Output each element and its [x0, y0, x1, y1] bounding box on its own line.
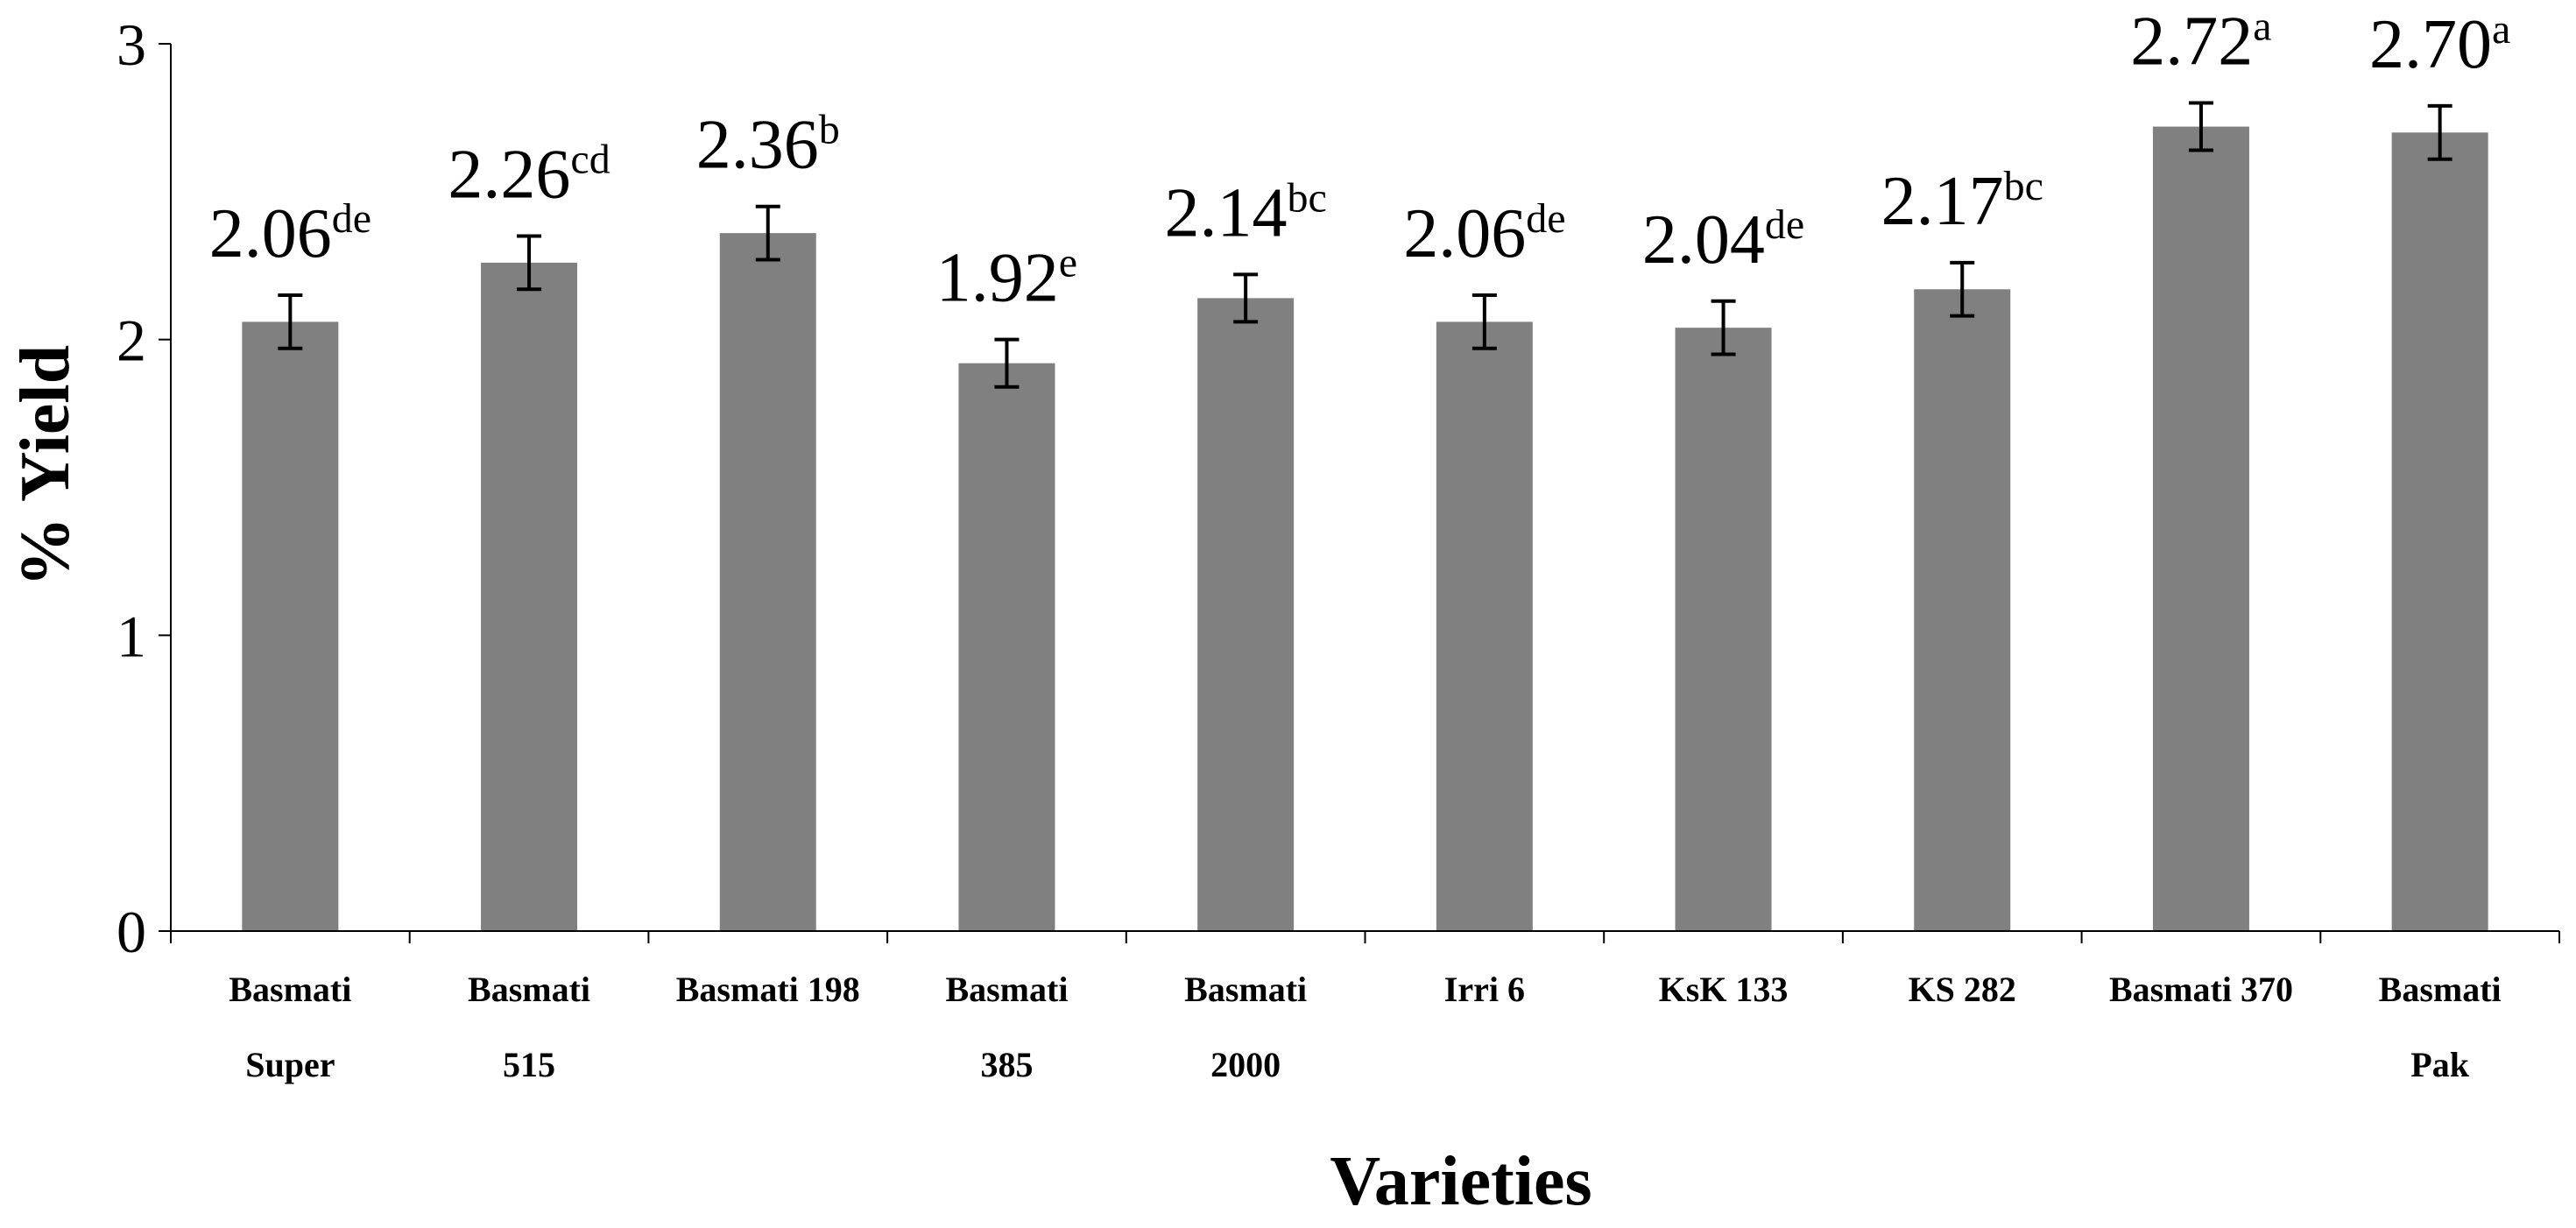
x-category-label: Basmati [229, 970, 351, 1009]
bar [1436, 321, 1533, 931]
y-tick-label: 0 [116, 899, 146, 965]
data-label-letters: a [2253, 4, 2271, 50]
x-category-label: Pak [2410, 1045, 2469, 1084]
data-label: 2.04de [1642, 201, 1804, 279]
x-category-label: Basmati [2379, 970, 2502, 1009]
bar [1914, 289, 2011, 932]
x-category-label: Basmati 198 [676, 970, 860, 1009]
data-label: 2.26cd [448, 136, 610, 213]
data-label-letters: bc [2004, 163, 2043, 209]
x-category-label: KsK 133 [1659, 970, 1789, 1009]
data-label-value: 1.92 [936, 240, 1059, 317]
data-label-value: 2.70 [2369, 6, 2492, 83]
data-label-letters: de [1765, 201, 1804, 248]
data-label: 2.14bc [1164, 174, 1326, 251]
data-label-value: 2.06 [1403, 195, 1526, 272]
data-label-value: 2.06 [209, 195, 332, 272]
x-category-label: 385 [980, 1045, 1033, 1084]
x-category-label: Basmati 370 [2109, 970, 2293, 1009]
data-label-letters: a [2492, 6, 2510, 53]
x-category-label: 515 [503, 1045, 555, 1084]
bar [719, 233, 816, 931]
data-label-value: 2.72 [2130, 4, 2253, 81]
data-label-value: 2.26 [448, 136, 570, 213]
x-category-label: Super [245, 1045, 335, 1084]
x-category-label: Irri 6 [1444, 970, 1525, 1009]
data-label-value: 2.36 [696, 107, 819, 184]
data-label-letters: de [332, 195, 371, 242]
data-label: 2.72a [2130, 4, 2271, 81]
y-tick-label: 1 [116, 603, 146, 669]
labels-layer: 01232.06deBasmatiSuper2.26cdBasmati5152.… [116, 4, 2510, 1084]
y-tick-label: 2 [116, 307, 146, 374]
error-bars-layer [278, 101, 2452, 389]
data-label: 2.06de [209, 195, 371, 272]
bars-layer [242, 126, 2488, 932]
data-label-letters: b [819, 107, 840, 153]
data-label: 1.92e [936, 240, 1077, 317]
x-category-label: Basmati [945, 970, 1068, 1009]
bar [2152, 126, 2249, 932]
data-label-value: 2.14 [1164, 174, 1287, 251]
data-label: 2.36b [696, 107, 840, 184]
data-label-value: 2.04 [1642, 201, 1765, 279]
x-category-label: Basmati [468, 970, 590, 1009]
bar [242, 321, 339, 931]
data-label-letters: de [1526, 195, 1565, 242]
axes-layer [159, 43, 2560, 943]
x-category-label: 2000 [1210, 1045, 1281, 1084]
data-label: 2.06de [1403, 195, 1565, 272]
y-tick-label: 3 [116, 11, 146, 78]
bar [1675, 328, 1772, 931]
bar [1197, 298, 1295, 932]
x-axis-title: Varieties [1330, 1143, 1591, 1220]
data-label-letters: bc [1287, 174, 1326, 221]
x-category-label: Basmati [1184, 970, 1307, 1009]
data-label: 2.70a [2369, 6, 2510, 83]
x-category-label: KS 282 [1909, 970, 2016, 1009]
data-label-letters: e [1059, 240, 1077, 286]
data-label-letters: cd [570, 136, 610, 182]
data-label: 2.17bc [1881, 163, 2043, 240]
y-axis-title: % Yield [7, 345, 84, 587]
data-label-value: 2.17 [1881, 163, 2004, 240]
bar [958, 363, 1055, 931]
bar [481, 262, 578, 932]
bar [2391, 132, 2488, 932]
